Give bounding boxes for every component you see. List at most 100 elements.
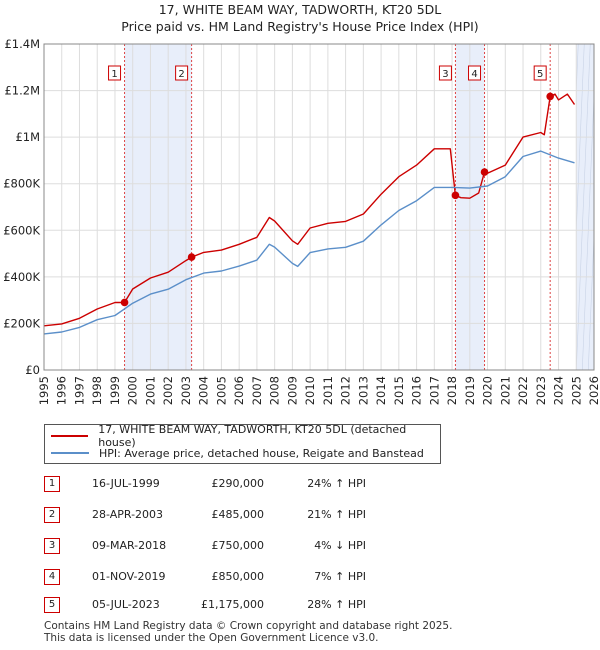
- x-tick-label: 1997: [72, 376, 86, 405]
- sale-label: 3: [442, 69, 448, 80]
- x-tick-label: 2010: [303, 376, 317, 405]
- x-tick-label: 2008: [268, 376, 282, 405]
- x-tick-label: 2011: [321, 376, 335, 405]
- legend-swatch-property: [51, 435, 89, 437]
- sale-point: [451, 191, 460, 200]
- sale-date: 09-MAR-2018: [92, 539, 167, 552]
- sale-hpi-change: 24% ↑ HPI: [307, 477, 366, 490]
- y-tick-label: £1M: [15, 130, 40, 144]
- x-tick-label: 2021: [498, 376, 512, 405]
- sale-date: 05-JUL-2023: [92, 598, 160, 611]
- x-tick-label: 2022: [516, 376, 530, 405]
- sale-number-badge: 2: [44, 507, 60, 523]
- sale-hpi-change: 4% ↓ HPI: [314, 539, 366, 552]
- y-tick-label: £800K: [3, 177, 40, 191]
- chart-subtitle: Price paid vs. HM Land Registry's House …: [121, 19, 479, 34]
- sale-date: 28-APR-2003: [92, 508, 164, 521]
- footer-license: This data is licensed under the Open Gov…: [44, 632, 379, 644]
- sale-price: £1,175,000: [201, 598, 264, 611]
- x-tick-label: 1998: [90, 376, 104, 405]
- sale-price: £850,000: [211, 570, 265, 583]
- table-row: 3 09-MAR-2018 £750,000 4% ↓ HPI: [44, 538, 404, 554]
- y-tick-label: £1.4M: [4, 37, 40, 51]
- table-row: 2 28-APR-2003 £485,000 21% ↑ HPI: [44, 507, 404, 523]
- sale-price: £290,000: [211, 477, 265, 490]
- legend-label-hpi: HPI: Average price, detached house, Reig…: [99, 446, 424, 460]
- sale-hpi-change: 7% ↑ HPI: [314, 570, 366, 583]
- y-tick-label: £400K: [3, 270, 40, 284]
- x-tick-label: 2025: [569, 376, 583, 405]
- y-tick-label: £0: [25, 363, 40, 377]
- hatch-line: [576, 44, 585, 238]
- sale-label: 5: [537, 69, 543, 80]
- legend-item-property: 17, WHITE BEAM WAY, TADWORTH, KT20 5DL (…: [51, 423, 440, 449]
- x-tick-label: 2015: [392, 376, 406, 405]
- sale-number-badge: 4: [44, 569, 60, 585]
- x-tick-label: 2003: [179, 376, 193, 405]
- sale-date: 01-NOV-2019: [92, 570, 166, 583]
- hpi-line: [43, 150, 575, 335]
- legend-item-hpi: HPI: Average price, detached house, Reig…: [51, 445, 424, 461]
- x-tick-label: 2020: [481, 376, 495, 405]
- sale-number-badge: 3: [44, 538, 60, 554]
- x-tick-label: 2006: [232, 376, 246, 405]
- hatch-line: [593, 369, 594, 370]
- table-row: 4 01-NOV-2019 £850,000 7% ↑ HPI: [44, 569, 404, 585]
- sale-label-box: [438, 65, 452, 81]
- sale-number-badge: 1: [44, 476, 60, 492]
- legend: 17, WHITE BEAM WAY, TADWORTH, KT20 5DL (…: [44, 423, 441, 464]
- sale-number-badge: 5: [44, 597, 60, 613]
- x-tick-label: 2014: [374, 376, 388, 405]
- sale-hpi-change: 21% ↑ HPI: [307, 508, 366, 521]
- x-tick-label: 2026: [587, 376, 600, 405]
- y-tick-label: £200K: [3, 316, 40, 330]
- sale-price: £485,000: [211, 508, 265, 521]
- sale-date: 16-JUL-1999: [92, 477, 160, 490]
- x-tick-label: 2004: [197, 376, 211, 405]
- chart-title: 17, WHITE BEAM WAY, TADWORTH, KT20 5DL: [158, 2, 442, 17]
- x-tick-label: 2005: [214, 376, 228, 405]
- x-tick-label: 2017: [427, 376, 441, 405]
- x-tick-label: 2002: [161, 376, 175, 405]
- x-tick-label: 2000: [126, 376, 140, 405]
- property-price-line: [43, 93, 576, 327]
- table-row: 1 16-JUL-1999 £290,000 24% ↑ HPI: [44, 476, 404, 492]
- sale-label: 2: [178, 69, 184, 80]
- x-tick-label: 2023: [534, 376, 548, 405]
- sale-point: [187, 253, 196, 261]
- sale-label: 4: [471, 69, 477, 80]
- hatch-line: [576, 44, 591, 370]
- sale-price: £750,000: [211, 539, 265, 552]
- sale-label-box: [468, 65, 482, 81]
- sale-point: [480, 168, 489, 176]
- x-tick-label: 2024: [552, 376, 566, 405]
- table-row: 5 05-JUL-2023 £1,175,000 28% ↑ HPI: [44, 597, 404, 613]
- sale-point: [120, 298, 129, 307]
- price-chart: £0 £200K £400K £600K £800K £1M £1.2M £1.4M 1995 1…: [3, 37, 600, 405]
- x-tick-label: 2012: [339, 376, 353, 405]
- legend-label-property: 17, WHITE BEAM WAY, TADWORTH, KT20 5DL (…: [98, 423, 407, 449]
- sale-label-box: [108, 65, 122, 81]
- x-tick-label: 2013: [356, 376, 370, 405]
- shaded-range-1: [124, 44, 192, 370]
- x-tick-label: 2018: [445, 376, 459, 405]
- hatch-line: [587, 229, 594, 370]
- x-tick-label: 2001: [143, 376, 157, 405]
- footer: Contains HM Land Registry data © Crown c…: [44, 620, 452, 644]
- legend-swatch-hpi: [51, 452, 89, 454]
- plot-border: [43, 43, 595, 371]
- sale-label: 1: [111, 69, 117, 80]
- y-tick-label: £600K: [3, 223, 40, 237]
- sale-label-box: [175, 65, 189, 81]
- x-tick-label: 1999: [108, 376, 122, 405]
- x-tick-label: 2016: [410, 376, 424, 405]
- sale-label-box: [533, 65, 547, 81]
- x-tick-label: 2007: [250, 376, 264, 405]
- x-tick-label: 2009: [285, 376, 299, 405]
- y-tick-label: £1.2M: [4, 84, 40, 98]
- sale-hpi-change: 28% ↑ HPI: [307, 598, 366, 611]
- footer-copyright: Contains HM Land Registry data © Crown c…: [44, 620, 453, 632]
- x-tick-label: 1995: [37, 376, 51, 405]
- x-tick-label: 1996: [55, 376, 69, 405]
- x-tick-label: 2019: [463, 376, 477, 405]
